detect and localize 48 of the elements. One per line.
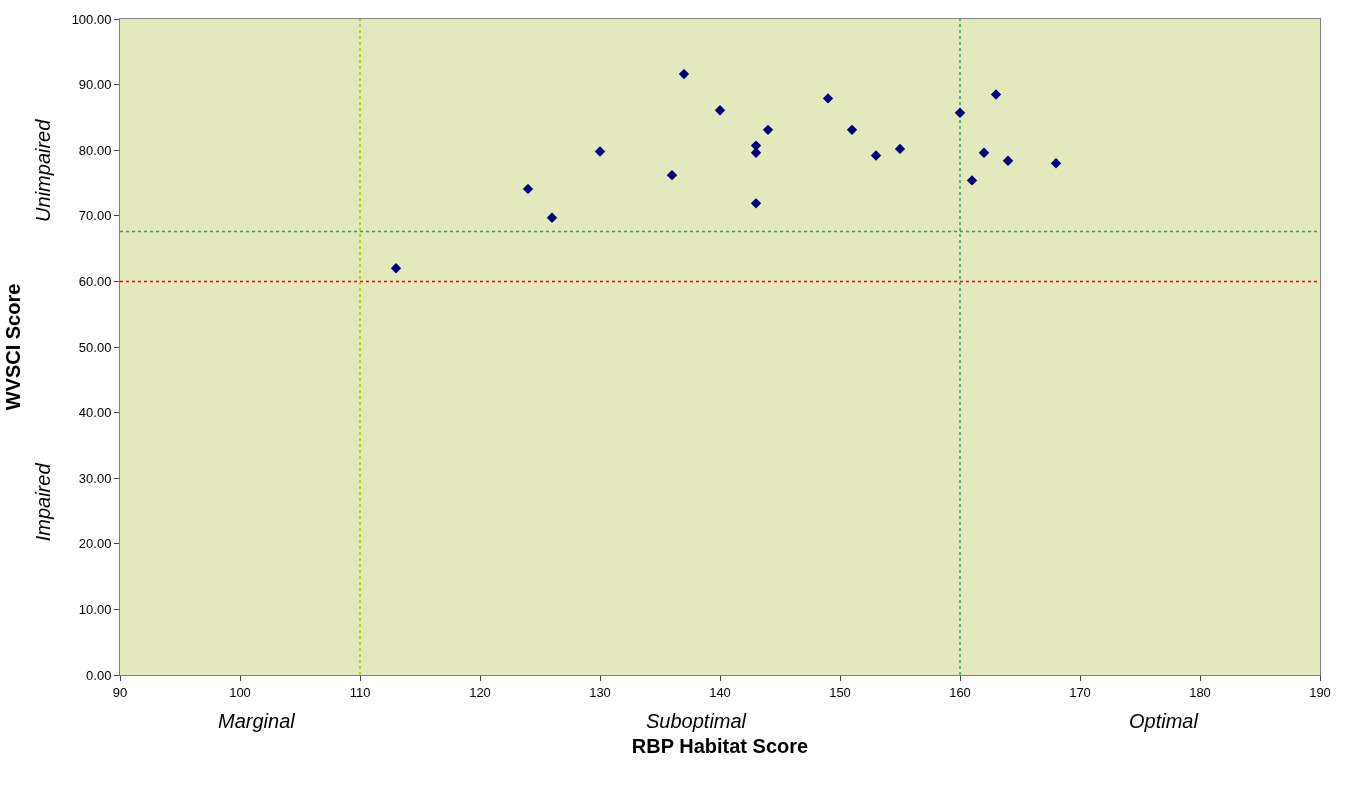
y-tick-label: 40.00 <box>78 405 112 421</box>
x-tick-label: 90 <box>112 684 128 700</box>
point <box>954 107 966 119</box>
x-tick-label: 120 <box>469 684 491 700</box>
text: Marginal <box>218 710 296 732</box>
x-tick-label: 190 <box>1309 684 1331 700</box>
point <box>678 68 690 80</box>
point <box>666 169 678 181</box>
text: Suboptimal <box>646 710 747 732</box>
x-tick-label: 170 <box>1069 684 1091 700</box>
x-tick-label: 100 <box>229 684 251 700</box>
point <box>750 198 762 209</box>
y-axis-title: WVSCI Score <box>2 283 25 411</box>
point <box>978 147 990 159</box>
point <box>1002 155 1014 166</box>
point <box>762 124 774 136</box>
y-tick-label: 30.00 <box>78 470 112 486</box>
x-axis-title: RBP Habitat Score <box>631 735 809 758</box>
y-tick-label: 90.00 <box>78 77 112 93</box>
x-tick-label: 160 <box>949 684 971 700</box>
text: Unimpaired <box>32 118 55 222</box>
point <box>822 93 834 104</box>
x-tick-label: 140 <box>709 684 731 700</box>
point <box>714 104 726 116</box>
point <box>894 143 906 155</box>
y-tick-label: 50.00 <box>78 339 112 355</box>
y-tick-label: 60.00 <box>78 273 112 289</box>
point <box>546 212 558 223</box>
point <box>846 124 858 136</box>
y-tick-label: 10.00 <box>78 601 112 617</box>
point <box>990 89 1002 100</box>
y-tick-label: 80.00 <box>78 142 112 158</box>
y-tick-label: 20.00 <box>78 536 112 552</box>
text: Impaired <box>31 462 54 542</box>
x-tick-label: 130 <box>589 684 611 700</box>
y-tick-label: 100.00 <box>71 11 112 27</box>
point <box>594 146 606 157</box>
text: Optimal <box>1129 710 1199 732</box>
y-tick-label: 0.00 <box>86 667 112 683</box>
y-tick-label: 70.00 <box>78 208 112 224</box>
x-tick-label: 180 <box>1189 684 1211 700</box>
point <box>870 150 882 161</box>
point <box>966 175 978 186</box>
point <box>390 263 402 274</box>
x-tick-label: 110 <box>349 684 371 700</box>
point <box>522 183 534 195</box>
point <box>1050 158 1062 169</box>
x-tick-label: 150 <box>829 684 851 700</box>
